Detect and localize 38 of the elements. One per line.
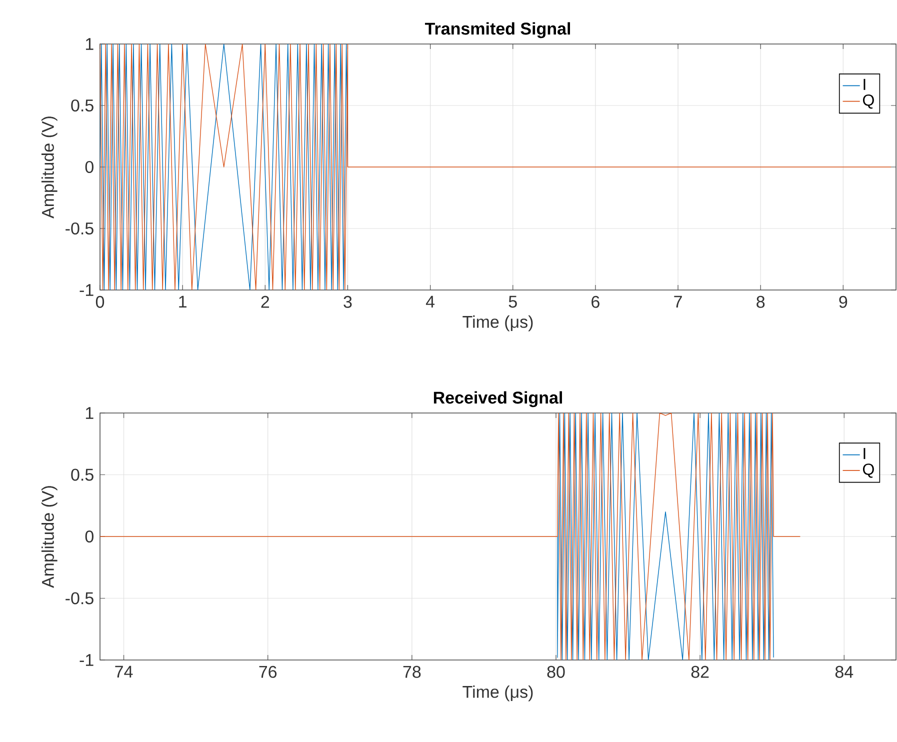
x-tick-label: 74 — [115, 666, 133, 678]
y-tick-label: 1 — [86, 38, 94, 50]
y-axis-title: Amplitude (V) — [41, 116, 58, 218]
legend-label: Q — [862, 464, 874, 478]
y-tick-label: -0.5 — [66, 222, 94, 235]
x-tick-label: 76 — [259, 666, 277, 678]
x-tick-label: 7 — [674, 296, 682, 308]
x-tick-label: 78 — [403, 666, 421, 678]
x-tick-label: 3 — [344, 296, 352, 308]
x-tick-label: 80 — [547, 666, 565, 678]
x-axis-title: Time (μs) — [462, 315, 533, 332]
chart-title: Transmited Signal — [424, 22, 570, 38]
y-tick-label: 0 — [85, 160, 94, 174]
y-tick-label: -0.5 — [66, 592, 94, 604]
x-tick-label: 6 — [592, 296, 600, 308]
chart-title: Received Signal — [434, 391, 562, 408]
x-tick-label: 82 — [691, 666, 709, 678]
line-series — [557, 413, 774, 660]
y-tick-label: 0 — [85, 530, 94, 543]
y-tick-label: 1 — [86, 407, 94, 419]
y-tick-label: -1 — [80, 654, 94, 666]
x-tick-label: 8 — [756, 296, 765, 308]
y-tick-label: 0.5 — [71, 99, 94, 112]
x-axis-title: Time (μs) — [462, 685, 533, 702]
y-tick-label: 0.5 — [71, 468, 94, 481]
legend-label: I — [864, 78, 866, 90]
x-tick-label: 2 — [261, 296, 270, 308]
x-tick-label: 1 — [179, 296, 186, 308]
line-series — [100, 413, 801, 660]
y-axis-title: Amplitude (V) — [41, 486, 58, 588]
legend-label: Q — [862, 94, 874, 109]
legend-label: I — [864, 448, 866, 460]
x-tick-label: 84 — [835, 666, 854, 678]
x-tick-label: 4 — [426, 296, 435, 308]
x-tick-label: 9 — [839, 296, 848, 308]
x-tick-label: 5 — [508, 296, 517, 308]
y-tick-label: -1 — [80, 284, 94, 296]
x-tick-label: 0 — [96, 296, 104, 308]
